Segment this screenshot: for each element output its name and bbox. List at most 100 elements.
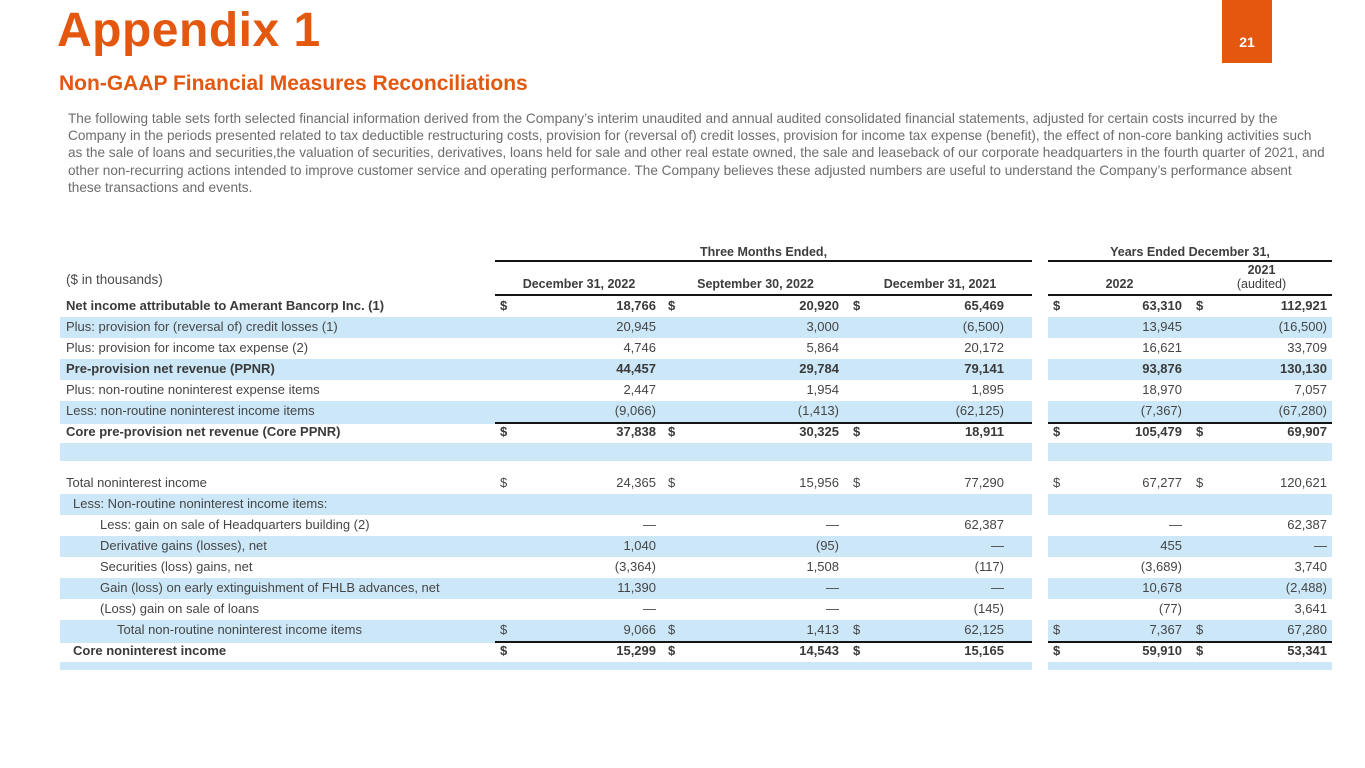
column-gap (1032, 494, 1048, 515)
value-block: (3,689) 3,740 (1048, 557, 1332, 578)
value-block: 20,945 3,000 (6,500) (495, 317, 1032, 338)
table-row: Less: Non-routine noninterest income ite… (60, 494, 1332, 515)
cell-value: — (991, 580, 1004, 596)
value-cell: 4,746 (495, 338, 663, 359)
cell-value: (77) (1158, 601, 1182, 616)
value-cell: $67,280 (1191, 620, 1332, 641)
column-gap (1032, 536, 1048, 557)
cell-value: 62,387 (1287, 517, 1327, 533)
row-label: Total noninterest income (66, 475, 207, 490)
cell-value: 15,165 (964, 643, 1004, 658)
column-gap (1032, 578, 1048, 599)
dollar-sign: $ (1196, 622, 1204, 637)
page-subtitle: Non-GAAP Financial Measures Reconciliati… (59, 72, 528, 95)
value-block: 455 — (1048, 536, 1332, 557)
col-header-dec-31-2021: December 31, 2021 (883, 276, 997, 291)
dollar-sign: $ (853, 643, 861, 658)
row-label: (Loss) gain on sale of loans (100, 601, 259, 616)
column-gap (1032, 515, 1048, 536)
col-header-2022: 2022 (1105, 276, 1134, 291)
dollar-sign: $ (500, 622, 508, 637)
value-cell: 62,387 (1191, 515, 1332, 536)
value-cell: 93,876 (1048, 359, 1191, 380)
years-column-headers: 2022 2021 (audited) (1048, 262, 1332, 296)
value-cell: $7,367 (1048, 620, 1191, 641)
value-cell: $9,066 (495, 620, 663, 641)
value-cell: (117) (848, 557, 1032, 578)
cell-value: (95) (815, 538, 839, 554)
value-cell: $63,310 (1048, 296, 1191, 317)
value-cell (495, 494, 663, 515)
value-block: 93,876 130,130 (1048, 359, 1332, 380)
value-block: $9,066 $1,413 $62,125 (495, 620, 1032, 643)
cell-value: (1,413) (797, 403, 839, 418)
cell-value: — (643, 601, 656, 616)
dollar-sign: $ (668, 643, 676, 658)
value-cell (1191, 494, 1332, 515)
table-row: Gain (loss) on early extinguishment of F… (60, 578, 1332, 599)
cell-value: — (826, 517, 839, 533)
column-gap (1032, 380, 1048, 401)
dollar-sign: $ (500, 643, 508, 658)
intro-paragraph: The following table sets forth selected … (68, 111, 1325, 195)
value-block: 2,447 1,954 1,895 (495, 380, 1032, 401)
dollar-sign: $ (1053, 643, 1061, 658)
value-cell: $30,325 (663, 422, 848, 443)
value-cell: — (1191, 536, 1332, 557)
cell-value: 20,172 (964, 340, 1004, 355)
dollar-sign: $ (853, 622, 861, 637)
row-label: Plus: non-routine noninterest expense it… (66, 382, 320, 397)
table-row: Core pre-provision net revenue (Core PPN… (60, 422, 1332, 448)
value-cell (848, 494, 1032, 515)
column-gap (1032, 620, 1048, 643)
cell-value: (62,125) (955, 403, 1004, 418)
value-cell: $62,125 (848, 620, 1032, 641)
value-cell: $14,543 (663, 641, 848, 662)
cell-value: 1,413 (806, 622, 839, 637)
cell-value: — (826, 601, 839, 616)
cell-value: 15,299 (616, 643, 656, 658)
value-cell: 2,447 (495, 380, 663, 401)
dollar-sign: $ (1053, 298, 1061, 314)
row-label: Gain (loss) on early extinguishment of F… (60, 578, 495, 599)
value-cell: $69,907 (1191, 422, 1332, 443)
cell-value: 67,280 (1287, 622, 1327, 637)
row-label: Plus: provision for (reversal of) credit… (60, 317, 495, 338)
value-cell: 18,970 (1048, 380, 1191, 401)
cell-value: (67,280) (1278, 403, 1327, 418)
cell-value: — (991, 538, 1004, 554)
cell-value: (9,066) (614, 403, 656, 418)
table-row: Core noninterest income $15,299 $14,543 $15… (60, 641, 1332, 667)
dollar-sign: $ (668, 475, 676, 490)
cell-value: 16,621 (1142, 340, 1182, 355)
cell-value: 20,920 (799, 298, 839, 314)
cell-value: 59,910 (1142, 643, 1182, 658)
cell-value: — (826, 580, 839, 596)
cell-value: 20,945 (616, 319, 656, 335)
value-cell: 16,621 (1048, 338, 1191, 359)
cell-value: 455 (1160, 538, 1182, 554)
dollar-sign: $ (853, 298, 861, 314)
cell-value: — (643, 517, 656, 533)
value-cell: $24,365 (495, 473, 663, 494)
column-gap (1032, 557, 1048, 578)
row-label: Derivative gains (losses), net (60, 536, 495, 557)
group-header-years: Years Ended December 31, (1048, 245, 1332, 262)
value-cell (1048, 494, 1191, 515)
value-block: (3,364) 1,508 (117) (495, 557, 1032, 578)
value-cell: $59,910 (1048, 641, 1191, 662)
cell-value: 24,365 (616, 475, 656, 490)
dollar-sign: $ (1053, 475, 1061, 490)
value-cell: (145) (848, 599, 1032, 620)
cell-value: 77,290 (964, 475, 1004, 490)
value-cell: 455 (1048, 536, 1191, 557)
value-cell: (67,280) (1191, 401, 1332, 422)
table-row: Plus: provision for (reversal of) credit… (60, 317, 1332, 338)
column-gap (1032, 401, 1048, 424)
dollar-sign: $ (500, 475, 508, 490)
value-block: $24,365 $15,956 $77,290 (495, 473, 1032, 496)
row-label: Plus: provision for income tax expense (… (66, 340, 309, 355)
cell-value: 93,876 (1142, 361, 1182, 377)
value-cell: — (663, 599, 848, 620)
